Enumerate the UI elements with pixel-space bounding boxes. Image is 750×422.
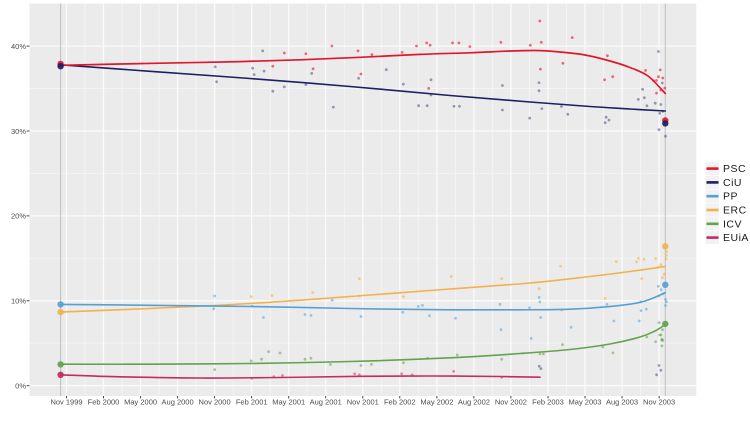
svg-text:30%: 30% — [11, 127, 26, 136]
svg-text:Nov 2003: Nov 2003 — [643, 398, 675, 407]
svg-text:Aug 2001: Aug 2001 — [310, 398, 342, 407]
svg-text:Feb 2001: Feb 2001 — [236, 398, 268, 407]
svg-text:May 2003: May 2003 — [569, 398, 602, 407]
svg-text:PP: PP — [723, 191, 738, 203]
svg-text:May 2002: May 2002 — [420, 398, 453, 407]
svg-text:Aug 2002: Aug 2002 — [458, 398, 490, 407]
svg-text:10%: 10% — [11, 297, 26, 306]
svg-text:EUiA: EUiA — [723, 232, 749, 244]
svg-text:Aug 2003: Aug 2003 — [606, 398, 638, 407]
svg-text:PSC: PSC — [723, 163, 746, 175]
svg-text:Nov 2000: Nov 2000 — [199, 398, 231, 407]
svg-text:Aug 2000: Aug 2000 — [162, 398, 194, 407]
svg-text:Nov 2002: Nov 2002 — [495, 398, 527, 407]
svg-text:0%: 0% — [15, 382, 26, 391]
svg-text:CiU: CiU — [723, 177, 742, 189]
svg-text:Feb 2003: Feb 2003 — [532, 398, 564, 407]
svg-text:ERC: ERC — [723, 205, 747, 217]
svg-text:ICV: ICV — [723, 218, 742, 230]
svg-text:May 2001: May 2001 — [272, 398, 305, 407]
svg-text:Feb 2002: Feb 2002 — [384, 398, 416, 407]
svg-text:Feb 2000: Feb 2000 — [88, 398, 120, 407]
svg-text:Nov 1999: Nov 1999 — [50, 398, 82, 407]
svg-text:May 2000: May 2000 — [124, 398, 157, 407]
svg-text:Nov 2001: Nov 2001 — [347, 398, 379, 407]
svg-text:40%: 40% — [11, 42, 26, 51]
svg-text:20%: 20% — [11, 212, 26, 221]
